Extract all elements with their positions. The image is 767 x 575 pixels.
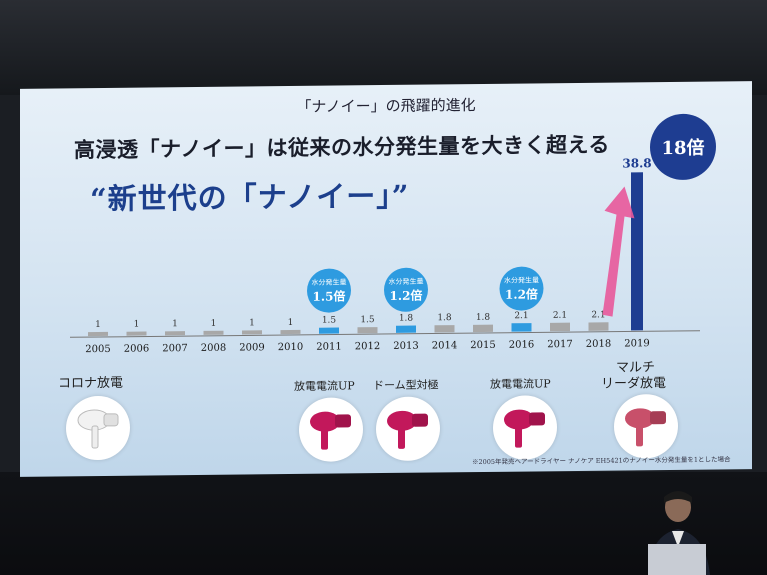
growth-arrow (602, 186, 635, 317)
bar-2012 (357, 327, 378, 334)
value-label-2019: 38.8 (622, 156, 651, 170)
value-label-2007: 1 (172, 319, 178, 329)
tick-label-2017: 2017 (547, 339, 572, 350)
callout-line1-2013: 水分発生量 (389, 277, 424, 286)
bar-2007 (165, 331, 185, 336)
bar-2016 (511, 323, 532, 332)
tick-label-2007: 2007 (162, 343, 187, 354)
value-label-2011: 1.5 (322, 316, 337, 326)
dryer-pink-2011-image (299, 397, 363, 462)
podium-monitor (648, 544, 706, 575)
dryer-pink-2016-image (493, 395, 557, 460)
room-floor (0, 472, 767, 575)
tick-label-2012: 2012 (355, 341, 380, 352)
callout-circle-2013 (384, 267, 428, 312)
value-label-2006: 1 (134, 320, 140, 330)
tick-label-2008: 2008 (201, 343, 226, 354)
tick-label-2018: 2018 (586, 339, 611, 350)
value-label-2014: 1.8 (437, 313, 452, 323)
bar-2006 (126, 331, 147, 336)
dryer-2019-image (614, 393, 678, 459)
tick-label-2006: 2006 (124, 343, 149, 354)
tick-label-2015: 2015 (470, 340, 495, 351)
room-ceiling (0, 0, 767, 95)
dryer-icon (77, 409, 119, 449)
presentation-slide: 「ナノイー」の飛躍的進化 高浸透「ナノイー」は従来の水分発生量を大きく超える “… (20, 81, 752, 477)
callout-line2-2011: 1.5倍 (313, 288, 346, 303)
callout-line1-2011: 水分発生量 (312, 277, 347, 286)
product-label-2016: 放電電流UP (490, 377, 551, 391)
value-label-2017: 2.1 (553, 311, 567, 321)
dryer-white-image (66, 395, 130, 461)
value-label-2009: 1 (249, 318, 255, 328)
dryer-icon (310, 411, 351, 450)
bar-2010 (280, 329, 301, 335)
bar-2011 (319, 327, 339, 334)
tick-label-2005: 2005 (85, 344, 110, 355)
tick-label-2011: 2011 (316, 341, 341, 352)
bar-2018 (588, 322, 609, 331)
dryer-icon (504, 409, 545, 448)
dryer-pink-2013-image (376, 396, 440, 462)
product-label-2005: コロナ放電 (58, 375, 124, 392)
x-axis-line (70, 330, 700, 338)
callout-line1-2016: 水分発生量 (504, 275, 539, 284)
value-label-2013: 1.8 (399, 314, 414, 324)
value-label-2018: 2.1 (591, 310, 605, 320)
dryer-icon (387, 410, 428, 449)
tick-label-2014: 2014 (432, 340, 457, 351)
product-label-2019-line2: リーダ放電 (601, 376, 667, 392)
tick-label-2019: 2019 (624, 338, 649, 349)
callout-line2-2016: 1.2倍 (505, 286, 538, 301)
bar-2008 (203, 330, 224, 335)
tick-label-2009: 2009 (239, 342, 264, 353)
value-label-2005: 1 (95, 320, 101, 330)
dryer-icon (625, 408, 666, 447)
tick-label-2013: 2013 (393, 341, 418, 352)
value-label-2008: 1 (211, 319, 217, 329)
bar-2009 (242, 330, 262, 335)
callout-line2-2013: 1.2倍 (390, 288, 423, 303)
value-label-2015: 1.8 (476, 313, 491, 323)
value-label-2016: 2.1 (514, 311, 528, 321)
bar-2014 (434, 325, 455, 333)
product-label-2013: ドーム型対極 (373, 378, 439, 393)
tick-label-2016: 2016 (509, 339, 534, 350)
callout-circle-2011 (307, 268, 351, 313)
tick-label-2010: 2010 (278, 342, 303, 353)
bar-2015 (473, 324, 493, 333)
bar-2005 (88, 331, 108, 337)
bar-2019 (631, 172, 643, 331)
bar-chart: 1 2005 1 2006 1 2007 1 2008 1 2009 1 2010 1.5 2011 1.5… (70, 156, 700, 355)
value-label-2010: 1 (288, 318, 294, 328)
bar-2017 (550, 322, 570, 332)
value-label-2012: 1.5 (360, 315, 375, 325)
callout-circle-2016 (499, 266, 544, 311)
product-label-2011: 放電電流UP (294, 379, 355, 393)
bar-2013 (396, 325, 416, 333)
